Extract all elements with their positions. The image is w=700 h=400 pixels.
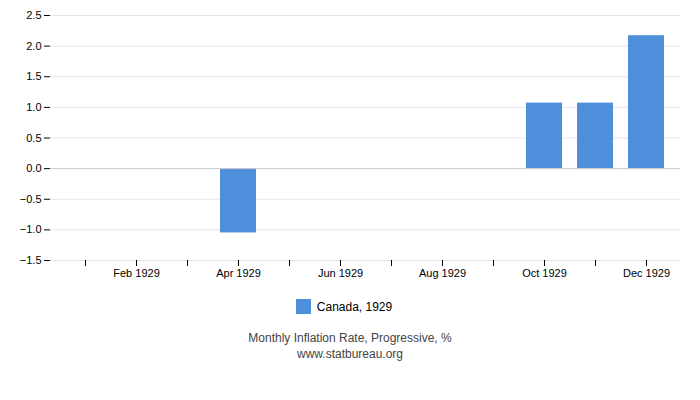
svg-text:Aug 1929: Aug 1929 [419, 267, 466, 279]
svg-text:0.5: 0.5 [26, 132, 41, 144]
html-text:www.statbureau.org: www.statbureau.org [297, 347, 403, 361]
svg-text:−0.5: −0.5 [20, 193, 42, 205]
svg-text:1.0: 1.0 [26, 101, 41, 113]
svg-text:0.0: 0.0 [26, 162, 41, 174]
html-text:Monthly Inflation Rate, Progre: Monthly Inflation Rate, Progressive, % [248, 331, 452, 345]
svg-text:2.0: 2.0 [26, 40, 41, 52]
svg-text:−1.0: −1.0 [20, 223, 42, 235]
svg-text:2.5: 2.5 [26, 9, 41, 21]
svg-text:Dec 1929: Dec 1929 [623, 267, 670, 279]
svg-text:−1.5: −1.5 [20, 254, 42, 266]
svg-text:Apr 1929: Apr 1929 [216, 267, 261, 279]
svg-text:1.5: 1.5 [26, 70, 41, 82]
svg-text:Oct 1929: Oct 1929 [522, 267, 567, 279]
svg-text:Feb 1929: Feb 1929 [113, 267, 159, 279]
html-text:Canada, 1929: Canada, 1929 [316, 299, 393, 314]
svg-text:Jun 1929: Jun 1929 [318, 267, 363, 279]
